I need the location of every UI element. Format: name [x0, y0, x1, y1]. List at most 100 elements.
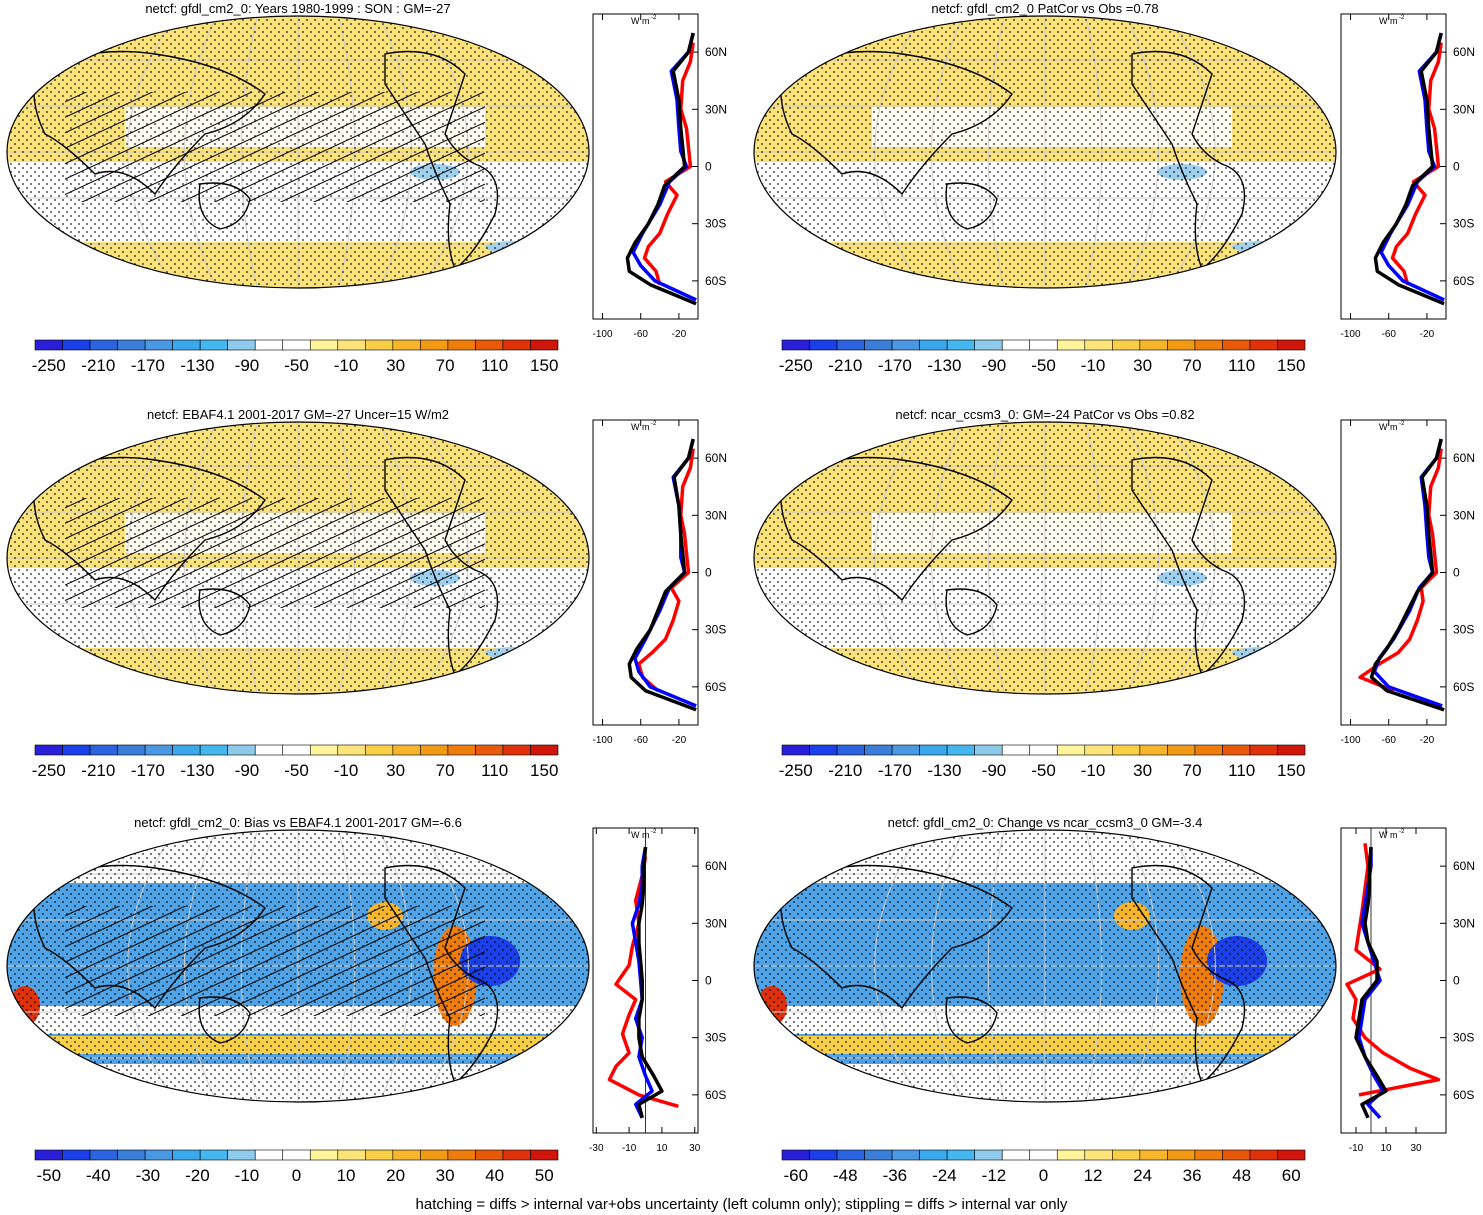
colorbar-label: -210	[828, 356, 862, 375]
colorbar-swatch	[254, 744, 284, 756]
zonal-units: W m	[631, 16, 650, 26]
colorbar-swatch	[172, 339, 201, 351]
world-map	[753, 15, 1337, 289]
x-tick-label: -20	[672, 735, 687, 746]
colorbar-label: 150	[530, 356, 558, 375]
colorbar-label: 150	[1277, 761, 1305, 780]
zonal-units: W m	[1379, 16, 1398, 26]
colorbar-swatch	[117, 339, 146, 351]
zonal-mean-plot: W m -2 60N 30N 0 30S 60S -100 -60 -20	[592, 13, 727, 340]
colorbar-label: -210	[81, 761, 115, 780]
colorbar-swatch	[919, 744, 948, 756]
colorbar-swatch	[1249, 339, 1278, 351]
x-tick-label: -20	[1420, 329, 1435, 340]
x-tick-label: -100	[593, 735, 613, 746]
world-map	[6, 829, 590, 1103]
colorbar-label: -10	[334, 761, 359, 780]
colorbar-swatch	[199, 744, 228, 756]
colorbar-swatch	[891, 1149, 920, 1161]
colorbar: -50 -40 -30 -20 -10 0 10 20 30 40 50	[34, 1149, 559, 1185]
x-tick-label: -60	[634, 735, 649, 746]
lat-tick-label: 30S	[1453, 217, 1474, 231]
zonal-mean-plot: W m -2 60N 30N 0 30S 60S -100 -60 -20	[592, 419, 727, 746]
zonal-units: W m	[631, 830, 650, 840]
colorbar-label: -10	[1081, 761, 1106, 780]
colorbar-swatch	[337, 1149, 366, 1161]
colorbar-swatch	[781, 744, 810, 756]
series-line-model	[1357, 847, 1385, 1119]
colorbar-label: -20	[185, 1166, 210, 1185]
colorbar-swatch	[227, 744, 256, 756]
colorbar-swatch	[282, 744, 311, 756]
x-tick-label: 30	[1410, 1143, 1422, 1154]
lat-tick-label: 60N	[705, 451, 727, 465]
colorbar-swatch	[365, 339, 394, 351]
colorbar-label: -170	[878, 761, 912, 780]
colorbar-label: 70	[1183, 356, 1202, 375]
colorbar-label: -170	[878, 356, 912, 375]
colorbar-swatch	[1167, 339, 1196, 351]
colorbar-swatch	[420, 1149, 449, 1161]
series-line-reference	[1345, 843, 1441, 1097]
lat-tick-label: 60N	[705, 45, 727, 59]
colorbar-swatch	[365, 744, 394, 756]
colorbar-swatch	[864, 1149, 893, 1161]
colorbar: -250 -210 -170 -130 -90 -50 -10 30 70 110 150	[779, 339, 1305, 375]
x-tick-label: 10	[656, 1143, 668, 1154]
series-line-obs	[1369, 438, 1445, 712]
colorbar: -250 -210 -170 -130 -90 -50 -10 30 70 110 150	[779, 744, 1305, 780]
zonal-units-sup: -2	[651, 829, 657, 835]
lat-tick-label: 30N	[705, 508, 727, 522]
colorbar-swatch	[1194, 1149, 1223, 1161]
colorbar-label: -50	[284, 761, 309, 780]
colorbar-swatch	[919, 339, 948, 351]
lat-tick-label: 30S	[705, 623, 726, 637]
lat-tick-label: 60N	[1453, 45, 1475, 59]
colorbar-swatch	[117, 1149, 146, 1161]
lat-tick-label: 0	[705, 974, 712, 988]
colorbar-swatch	[309, 1149, 339, 1161]
colorbar-label: -210	[828, 761, 862, 780]
lat-tick-label: 60S	[1453, 1088, 1474, 1102]
colorbar-swatch	[1167, 744, 1196, 756]
colorbar-swatch	[891, 339, 920, 351]
colorbar: -60 -48 -36 -24 -12 0 12 24 36 48 60	[781, 1149, 1306, 1185]
lat-tick-label: 0	[705, 160, 712, 174]
colorbar-swatch	[502, 1149, 531, 1161]
colorbar-swatch	[62, 1149, 91, 1161]
zonal-units: W m	[631, 422, 650, 432]
colorbar-label: -210	[81, 356, 115, 375]
lat-tick-label: 60S	[705, 274, 726, 288]
colorbar-label: 70	[436, 356, 455, 375]
colorbar-swatch	[946, 744, 975, 756]
colorbar-label: 30	[386, 356, 405, 375]
colorbar-swatch	[1112, 744, 1141, 756]
colorbar-label: -50	[1031, 761, 1056, 780]
colorbar-label: 10	[337, 1166, 356, 1185]
colorbar-swatch	[809, 744, 838, 756]
colorbar-swatch	[199, 339, 228, 351]
colorbar-label: 150	[1277, 356, 1305, 375]
zonal-mean-plot: W m -2 60N 30N 0 30S 60S -30 -10 10 30	[589, 827, 727, 1154]
colorbar-label: -130	[927, 356, 961, 375]
colorbar-label: 36	[1183, 1166, 1202, 1185]
colorbar-label: -130	[927, 761, 961, 780]
colorbar-label: 50	[535, 1166, 554, 1185]
lat-tick-label: 60N	[1453, 859, 1475, 873]
colorbar-swatch	[919, 1149, 948, 1161]
x-tick-label: -20	[672, 329, 687, 340]
colorbar-label: -36	[883, 1166, 908, 1185]
colorbar-label: -170	[131, 761, 165, 780]
colorbar-swatch	[34, 339, 63, 351]
lat-tick-label: 60S	[705, 680, 726, 694]
colorbar-label: -50	[36, 1166, 61, 1185]
zonal-units-sup: -2	[651, 421, 657, 427]
colorbar-label: 24	[1133, 1166, 1152, 1185]
colorbar-swatch	[172, 1149, 201, 1161]
colorbar-swatch	[502, 744, 531, 756]
colorbar-swatch	[1249, 744, 1278, 756]
lat-tick-label: 30N	[1453, 916, 1475, 930]
world-map	[753, 421, 1337, 695]
x-tick-label: -10	[1349, 1143, 1364, 1154]
x-tick-label: -60	[634, 329, 649, 340]
